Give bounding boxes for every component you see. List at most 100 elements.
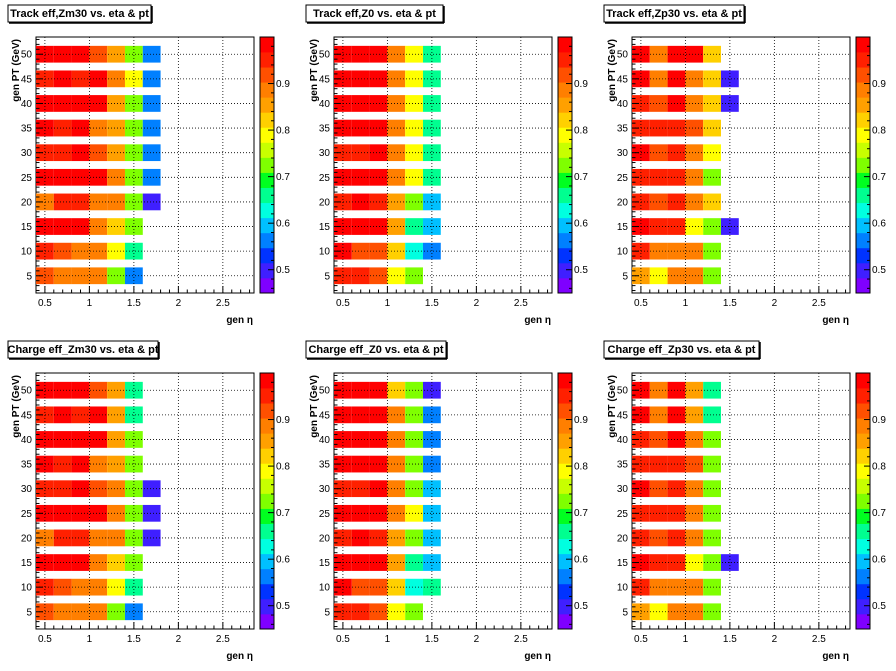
color-scale-step [260,82,274,98]
heatmap-cell [107,603,125,621]
y-tick-label: 20 [21,197,33,208]
panel-title-text: Track eff,Zp30 vs. eta & pt [606,8,742,20]
y-tick-label: 25 [21,173,33,184]
heatmap-cell [124,529,143,547]
heatmap-cell [71,406,90,424]
y-tick-label: 10 [617,247,629,258]
heatmap-cell [124,45,143,63]
grid [36,37,254,293]
x-axis-label: gen η [524,651,551,662]
y-axis-label: gen PT (GeV) [11,375,22,438]
heatmap-cell [667,480,686,498]
heatmap-cell [369,193,388,211]
z-tick-label: 0.8 [276,126,290,137]
heatmap-cell [685,168,704,186]
heatmap-cell [703,603,721,621]
y-tick-label: 50 [617,50,629,61]
heatmap-cell [89,504,108,522]
heatmap-cell [124,381,143,399]
color-scale-step [558,247,572,264]
heatmap-cell [53,95,72,112]
heatmap-cell [124,70,143,88]
heatmap-cell [89,144,108,162]
heatmap-cell [649,431,668,448]
color-scale-step [558,538,572,555]
color-scale-step [856,583,870,600]
heatmap-cell [369,45,388,63]
color-scale-step [856,157,870,173]
y-tick-label: 40 [319,99,331,110]
y-tick-label: 20 [617,533,629,544]
y-tick-label: 40 [617,99,629,110]
y-tick-label: 50 [319,386,331,397]
z-tick-label: 0.7 [574,172,588,183]
heatmap-cell [649,381,668,399]
heatmap-cell [685,267,704,285]
x-tick-label: 1.5 [127,298,141,309]
panel-title: Charge eff_Zp30 vs. eta & pt [603,340,761,360]
heatmap-cell [351,406,370,424]
color-scale-step [558,613,572,630]
color-scale-step [260,202,274,219]
heatmap-cell [71,603,90,621]
heatmap-cell [89,218,108,235]
panel-title-text: Track eff,Z0 vs. eta & pt [313,8,436,20]
color-scale-step [260,127,274,143]
z-tick-label: 0.8 [574,126,588,137]
color-scale-step [558,523,572,540]
heatmap-cell [71,578,90,596]
heatmap-cell [351,529,370,547]
heatmap-cell [71,242,90,260]
heatmap-cell [632,381,650,399]
heatmap-cell [667,431,686,448]
panel-title: Track eff,Zp30 vs. eta & pt [603,4,746,24]
y-tick-label: 15 [21,222,33,233]
color-scale-step [558,433,572,449]
color-scale-step [856,187,870,204]
heatmap-cell [334,45,352,63]
heatmap-cell [351,95,370,112]
color-scale-step [558,418,572,434]
heatmap-cell [71,529,90,547]
heatmap-cell [685,144,704,162]
heatmap-cell [667,578,686,596]
heatmap-cell [387,119,406,137]
color-scale-step [558,187,572,204]
heatmap-cell [405,381,423,399]
x-tick-label: 0.5 [634,298,648,309]
heatmap-cell [334,242,352,260]
heatmap-cell [703,480,721,498]
x-tick-label: 2.5 [514,298,528,309]
heatmap-cell [685,578,704,596]
heatmap-cell [703,144,721,162]
heatmap-cell [351,578,370,596]
heatmap-cell [632,455,650,473]
heatmap-cell [107,242,125,260]
heatmap-cell [334,603,352,621]
y-axis-label: gen PT (GeV) [309,39,320,102]
heatmap-cell [351,70,370,88]
heatmap-cell [369,218,388,235]
z-tick-label: 0.6 [574,555,588,566]
y-tick-label: 5 [622,271,628,282]
color-scale-bar: 0.5 0.6 0.7 0.8 0.9 [855,372,886,630]
heatmap-cell [387,95,406,112]
color-scale-step [260,52,274,68]
color-scale-step [260,403,274,419]
heatmap-cell [142,95,161,112]
heatmap-cell [422,504,441,522]
heatmap-cell [36,455,54,473]
heatmap-cell [36,578,54,596]
x-tick-label: 1.5 [425,298,439,309]
heatmap-cell [405,70,423,88]
heatmap-cell [667,504,686,522]
heatmap-cell [351,480,370,498]
y-tick-label: 35 [21,124,33,135]
heatmap-cell [334,480,352,498]
x-tick-label: 0.5 [38,298,52,309]
color-scale-step [260,37,274,53]
heatmap-cell [387,193,406,211]
heatmap-cell [89,95,108,112]
z-tick-label: 0.6 [872,219,886,230]
